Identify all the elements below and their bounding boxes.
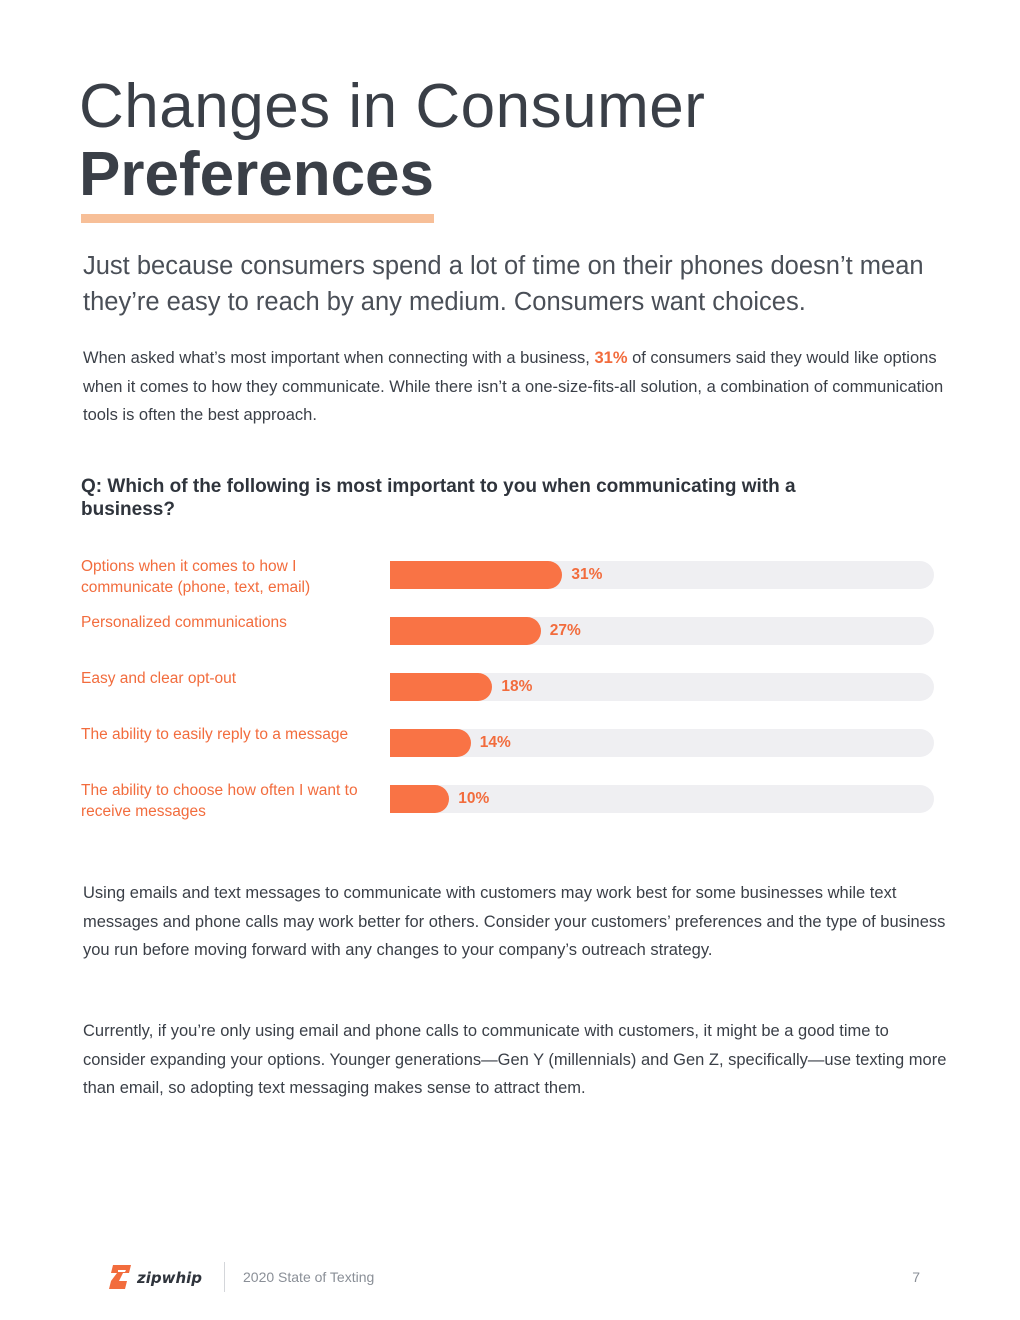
bar-value-label: 31% [571,566,603,583]
survey-question: Q: Which of the following is most import… [81,476,796,520]
footer-divider [224,1262,225,1292]
footer-publication-title: 2020 State of Texting [243,1269,375,1285]
body-paragraph-2: Using emails and text messages to commun… [83,884,946,959]
bar-track: 31% [390,561,934,589]
bar-value-label: 27% [549,622,581,639]
zipwhip-logo-icon [109,1265,131,1289]
intro-highlight-stat: 31% [594,349,628,367]
intro-paragraph: When asked what’s most important when co… [83,344,948,430]
bar [390,617,541,645]
bar-label: The ability to easily reply to a message [81,726,349,743]
bar [390,785,450,813]
title-underline [81,214,434,223]
bar [390,729,471,757]
bar-value-label: 10% [458,790,490,807]
bar-value-label: 18% [501,678,533,695]
bar-track: 27% [390,617,934,645]
footer-page-number: 7 [912,1269,920,1285]
bar [390,561,563,589]
bar-label: The ability to choose how often I want t… [81,782,358,820]
bar [390,673,493,701]
body-paragraph-3: Currently, if you’re only using email an… [83,1022,947,1097]
bar-label: Options when it comes to how I communica… [81,558,311,596]
zipwhip-logo: zipwhip [109,1265,202,1289]
zipwhip-logo-wordmark: zipwhip [136,1269,202,1287]
bar-label: Easy and clear opt-out [81,670,237,687]
bar-track: 10% [390,785,934,813]
intro-text-before: When asked what’s most important when co… [83,349,595,367]
intro-text-after: of consumers said they would like option… [83,349,944,424]
bar-label: Personalized communications [81,614,287,631]
bar-track: 18% [390,673,934,701]
bar-track: 14% [390,729,934,757]
lead-paragraph: Just because consumers spend a lot of ti… [83,252,924,316]
bar-value-label: 14% [479,734,511,751]
page-title-line-2: Preferences [79,140,435,209]
page-title-line-1: Changes in Consumer [79,72,706,141]
